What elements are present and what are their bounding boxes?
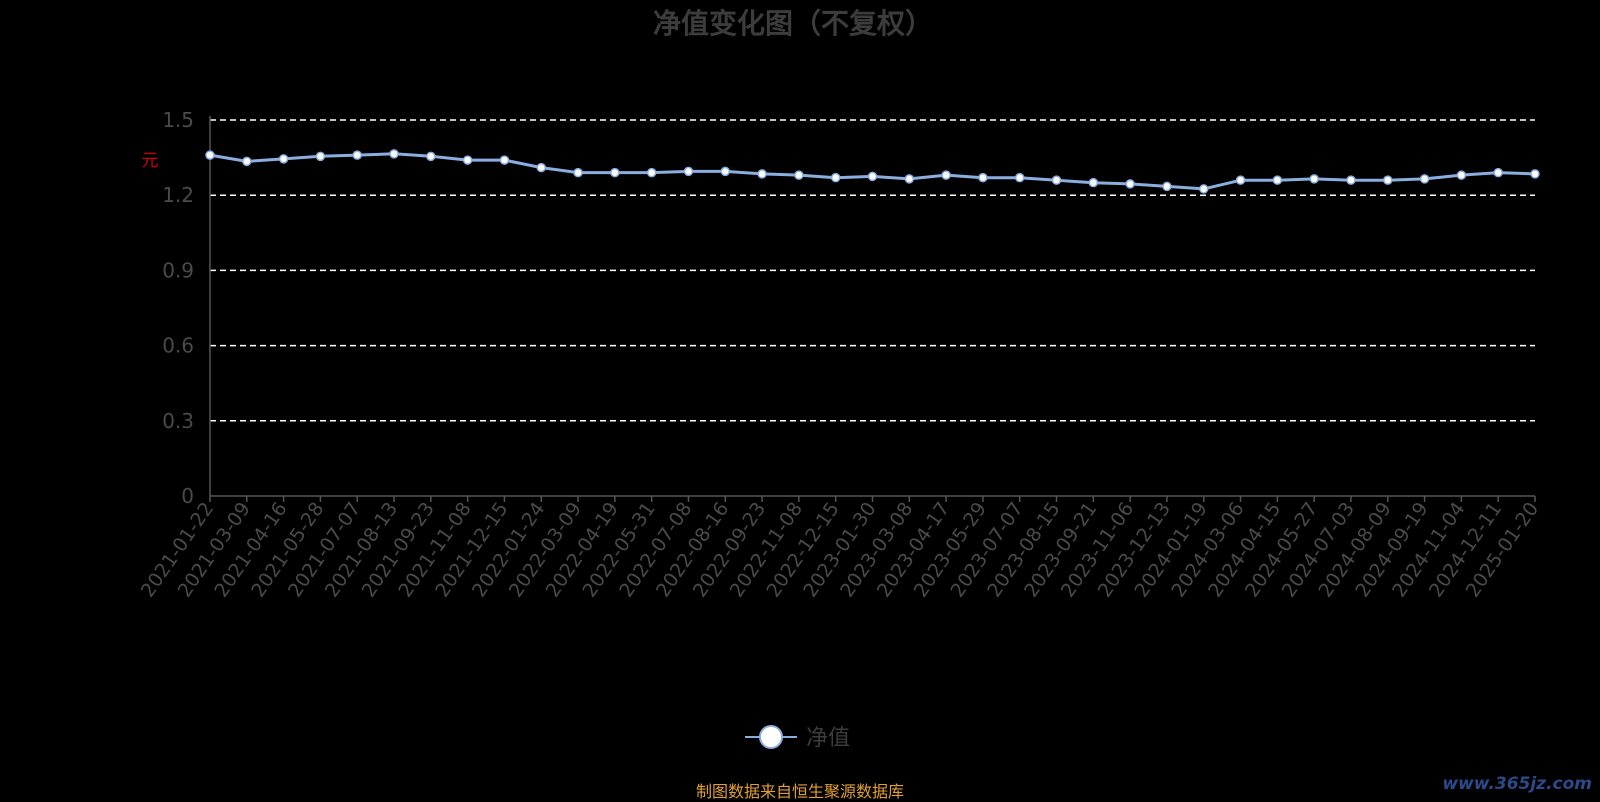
data-point (1456, 170, 1467, 180)
y-tick-label: 1.5 (162, 108, 194, 132)
data-point (573, 167, 583, 178)
grid-lines (210, 119, 1535, 422)
data-point (352, 150, 362, 160)
data-point (315, 151, 326, 162)
data-point (978, 172, 988, 183)
data-point (1419, 174, 1430, 184)
data-point (757, 169, 767, 179)
y-tick-label: 0.3 (162, 409, 194, 433)
data-point (1125, 179, 1135, 189)
y-axis-label: 元 (142, 151, 159, 171)
x-tick-labels: 2021-01-222021-03-092021-04-162021-05-28… (137, 498, 1543, 601)
legend-marker (759, 725, 783, 749)
y-tick-label: 0.9 (162, 258, 194, 282)
data-point (1088, 177, 1099, 188)
axes (209, 116, 1536, 502)
data-point (499, 155, 510, 165)
data-point (1346, 175, 1356, 185)
data-point (389, 149, 399, 159)
y-tick-labels: 0 0.3 0.6 0.9 1.2 1.5 (162, 108, 194, 508)
data-point (426, 151, 436, 162)
legend[interactable]: 净值 (745, 725, 850, 751)
data-point (1530, 169, 1540, 179)
data-point (904, 174, 915, 184)
data-point (1272, 175, 1283, 185)
data-point (1383, 175, 1393, 185)
watermark-logo: www.365jz.com (1442, 774, 1592, 794)
legend-label: 净值 (806, 726, 850, 751)
y-tick-label: 0 (181, 484, 194, 508)
y-tick-label: 1.2 (162, 183, 194, 207)
data-point (205, 150, 215, 160)
data-point (1309, 174, 1319, 184)
data-point (1162, 181, 1172, 192)
y-tick-label: 0.6 (162, 334, 194, 358)
chart-title: 净值变化图（不复权） (653, 7, 933, 40)
data-point (1493, 167, 1503, 178)
series-layer (205, 149, 1540, 194)
data-point (610, 167, 620, 178)
series-line (209, 152, 1536, 191)
data-point (941, 170, 951, 180)
data-point (278, 154, 289, 164)
data-point (1051, 175, 1062, 185)
data-point (536, 162, 546, 173)
data-point (1014, 172, 1025, 183)
data-source-note: 制图数据来自恒生聚源数据库 (695, 782, 904, 801)
data-point (242, 156, 252, 167)
data-point (720, 166, 731, 177)
data-point (462, 155, 473, 165)
data-point (1199, 184, 1209, 194)
data-point (1235, 175, 1246, 185)
data-point (794, 170, 804, 180)
data-point (867, 171, 878, 182)
data-point (830, 172, 841, 183)
data-point (683, 166, 694, 177)
data-point (646, 167, 657, 178)
